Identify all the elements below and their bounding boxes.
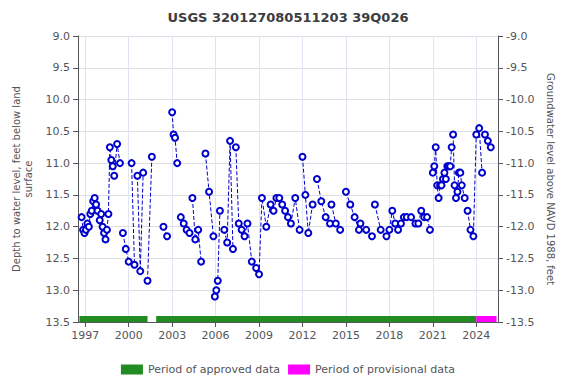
svg-text:2000: 2000 <box>115 329 143 342</box>
svg-text:surface: surface <box>23 161 34 198</box>
svg-text:12.0: 12.0 <box>46 220 71 233</box>
svg-text:-11.0: -11.0 <box>506 157 534 170</box>
svg-text:-9.0: -9.0 <box>506 30 527 43</box>
svg-text:-10.0: -10.0 <box>506 93 534 106</box>
svg-text:-11.5: -11.5 <box>506 188 534 201</box>
svg-text:13.0: 13.0 <box>46 284 71 297</box>
svg-text:Groundwater level above NAVD 1: Groundwater level above NAVD 1988, feet <box>545 73 556 285</box>
svg-text:Depth to water level, feet bel: Depth to water level, feet below land <box>11 86 22 272</box>
svg-text:-9.5: -9.5 <box>506 61 527 74</box>
svg-text:2009: 2009 <box>245 329 273 342</box>
svg-text:1997: 1997 <box>71 329 99 342</box>
svg-text:-12.0: -12.0 <box>506 220 534 233</box>
svg-text:-10.5: -10.5 <box>506 125 534 138</box>
svg-text:Period of approved data: Period of approved data <box>148 363 280 376</box>
svg-text:-12.5: -12.5 <box>506 252 534 265</box>
svg-text:11.0: 11.0 <box>46 157 71 170</box>
svg-text:2003: 2003 <box>158 329 186 342</box>
svg-text:2006: 2006 <box>202 329 230 342</box>
svg-text:-13.5: -13.5 <box>506 316 534 329</box>
svg-text:USGS 320127080511203 39Q026: USGS 320127080511203 39Q026 <box>168 10 409 25</box>
svg-text:2021: 2021 <box>419 329 447 342</box>
svg-text:2012: 2012 <box>288 329 316 342</box>
svg-text:10.5: 10.5 <box>46 125 71 138</box>
svg-text:12.5: 12.5 <box>46 252 71 265</box>
svg-text:2015: 2015 <box>332 329 360 342</box>
svg-text:9.0: 9.0 <box>53 30 71 43</box>
svg-text:Period of provisional data: Period of provisional data <box>315 363 455 376</box>
svg-text:2024: 2024 <box>462 329 490 342</box>
svg-text:9.5: 9.5 <box>53 61 71 74</box>
svg-text:13.5: 13.5 <box>46 316 71 329</box>
svg-text:2018: 2018 <box>375 329 403 342</box>
svg-text:10.0: 10.0 <box>46 93 71 106</box>
svg-text:-13.0: -13.0 <box>506 284 534 297</box>
svg-text:11.5: 11.5 <box>46 188 71 201</box>
